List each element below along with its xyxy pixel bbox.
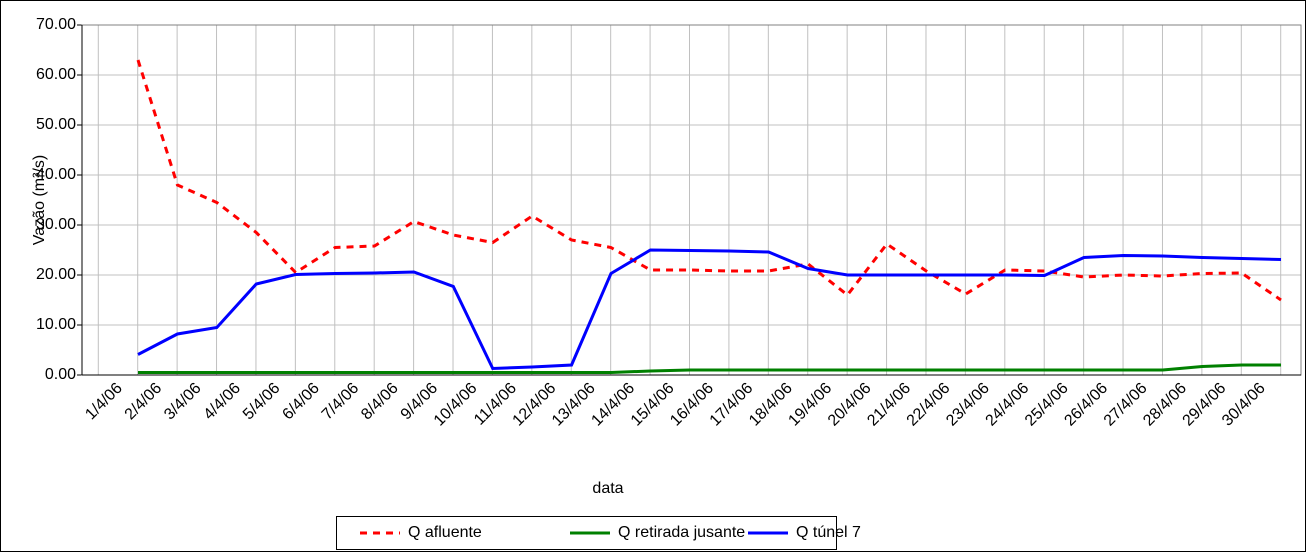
y-tick-label: 70.00 bbox=[36, 16, 76, 33]
y-tick-label: 50.00 bbox=[36, 116, 76, 133]
y-tick-label: 60.00 bbox=[36, 66, 76, 83]
y-axis-title: Vazão (m³/s) bbox=[31, 155, 48, 245]
series-line bbox=[138, 363, 1281, 374]
y-tick-label: 30.00 bbox=[36, 216, 76, 233]
series-line bbox=[136, 59, 1282, 302]
y-tick-label: 40.00 bbox=[36, 166, 76, 183]
y-tick-label: 20.00 bbox=[36, 266, 76, 283]
legend-label: Q túnel 7 bbox=[796, 524, 861, 541]
y-tick-label: 0.00 bbox=[45, 366, 76, 383]
legend-label: Q retirada jusante bbox=[618, 524, 745, 541]
legend-label: Q afluente bbox=[408, 524, 482, 541]
series-line bbox=[137, 248, 1282, 371]
y-tick-label: 10.00 bbox=[36, 316, 76, 333]
x-axis-title: data bbox=[592, 480, 623, 497]
